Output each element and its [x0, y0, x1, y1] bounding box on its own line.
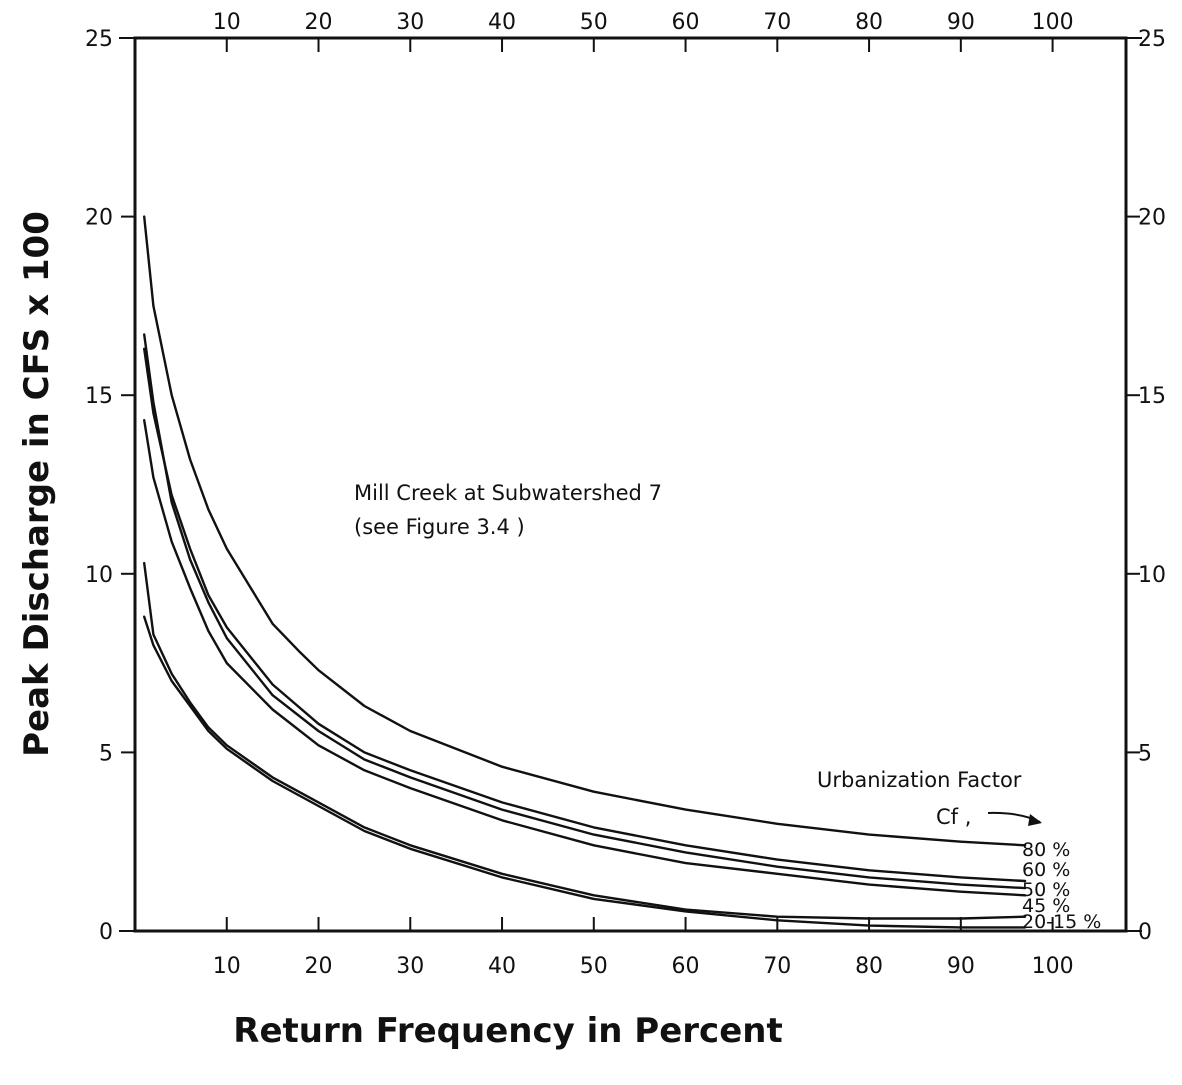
x-tick-label-bottom: 100 — [1032, 954, 1074, 979]
series-line — [143, 615, 1027, 929]
plot-frame — [133, 36, 1128, 933]
y-tick-label-left: 20 — [85, 206, 113, 231]
x-tick-label-top: 30 — [396, 10, 424, 35]
y-tick-label-right: 15 — [1138, 384, 1166, 409]
x-tick-label-bottom: 90 — [947, 954, 975, 979]
x-tick-label-top: 40 — [488, 10, 516, 35]
series-line — [143, 347, 1027, 883]
annotation-reference: (see Figure 3.4 ) — [354, 515, 525, 539]
x-tick-label-bottom: 30 — [396, 954, 424, 979]
y-tick-label-right: 25 — [1138, 27, 1166, 52]
series-label: 50 % — [1022, 879, 1070, 901]
series-line — [143, 561, 1027, 920]
y-tick-label-left: 25 — [85, 27, 113, 52]
legend-arrow-head — [1028, 814, 1042, 826]
y-tick-label-left: 10 — [85, 563, 113, 588]
series-line — [143, 419, 1027, 897]
y-tick-label-right: 5 — [1138, 741, 1152, 766]
y-tick-label-left: 5 — [99, 741, 113, 766]
x-tick-label-bottom: 60 — [672, 954, 700, 979]
series-label: 80 % — [1022, 839, 1070, 861]
x-tick-label-top: 80 — [855, 10, 883, 35]
x-tick-label-bottom: 50 — [580, 954, 608, 979]
x-tick-label-top: 70 — [763, 10, 791, 35]
y-tick-label-right: 0 — [1138, 920, 1152, 945]
y-tick-label-left: 0 — [99, 920, 113, 945]
series-label: 60 % — [1022, 859, 1070, 881]
series-layer — [143, 215, 1027, 929]
series-line — [143, 333, 1027, 890]
x-tick-label-top: 60 — [672, 10, 700, 35]
legend-subtitle: Cf , — [936, 805, 971, 829]
y-axis-title: Peak Discharge in CFS x 100 — [17, 211, 57, 757]
legend-title: Urbanization Factor — [817, 768, 1022, 792]
x-axis-title: Return Frequency in Percent — [233, 1011, 782, 1051]
x-tick-label-bottom: 40 — [488, 954, 516, 979]
ticks-layer: 1010202030304040505060607070808090901001… — [85, 10, 1166, 979]
labels-layer: 80 %60 %50 %45 %20-15 % — [1022, 839, 1101, 933]
x-tick-label-bottom: 10 — [213, 954, 241, 979]
x-tick-label-top: 10 — [213, 10, 241, 35]
y-tick-label-right: 20 — [1138, 206, 1166, 231]
series-label: 20-15 % — [1022, 911, 1101, 933]
series-line — [143, 215, 1027, 847]
x-tick-label-top: 20 — [305, 10, 333, 35]
x-tick-label-top: 100 — [1032, 10, 1074, 35]
series-label: 45 % — [1022, 895, 1070, 917]
x-tick-label-bottom: 70 — [763, 954, 791, 979]
x-tick-label-bottom: 20 — [305, 954, 333, 979]
y-tick-label-left: 15 — [85, 384, 113, 409]
x-tick-label-top: 90 — [947, 10, 975, 35]
y-tick-label-right: 10 — [1138, 563, 1166, 588]
x-tick-label-bottom: 80 — [855, 954, 883, 979]
annotation-location: Mill Creek at Subwatershed 7 — [354, 481, 662, 505]
x-tick-label-top: 50 — [580, 10, 608, 35]
